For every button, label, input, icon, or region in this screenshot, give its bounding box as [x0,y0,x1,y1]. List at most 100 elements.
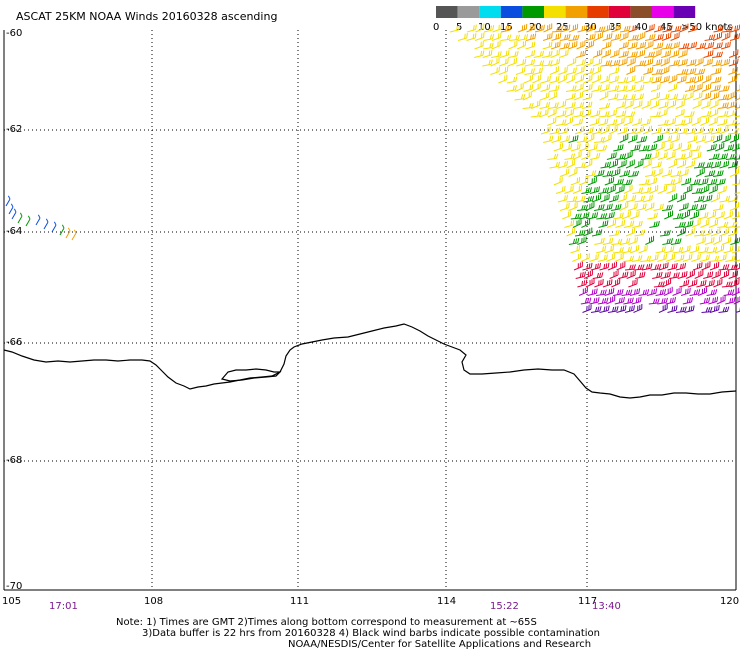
wind-barb [636,136,648,143]
wind-barb [717,118,728,126]
wind-barb [508,40,518,50]
wind-barb [583,227,593,237]
wind-barb [626,270,636,279]
wind-barb [574,229,586,237]
wind-barb [647,177,658,186]
wind-barb [684,91,694,101]
wind-barb [594,169,605,177]
wind-barb [626,66,636,75]
wind-barb [650,92,661,101]
wind-barb [599,83,610,92]
wind-barb [670,170,682,177]
wind-barb [638,289,650,296]
wind-barb [683,111,695,118]
wind-barb [566,74,576,84]
wind-barb [676,227,687,237]
wind-barb [712,51,724,58]
wind-barb [599,305,610,313]
wind-barb [642,159,652,169]
wind-barb [515,66,526,75]
wind-barb [578,286,588,296]
wind-barb [717,221,729,228]
wind-barb [559,135,571,143]
wind-barb [516,58,527,67]
wind-barb [601,41,612,50]
wind-barb [560,33,571,41]
wind-barb [625,159,635,169]
wind-barb [559,168,570,177]
wind-barb [606,219,617,228]
wind-barb [614,296,625,305]
wind-barb [507,57,518,67]
wind-barb [568,34,580,41]
wind-barb [672,176,682,186]
wind-barb [628,278,638,288]
wind-barb [607,306,619,313]
wind-barb [623,184,633,194]
wind-barb [709,261,720,271]
wind-barb [710,228,721,237]
wind-barb [660,271,671,279]
wind-barb [717,110,729,118]
wind-barb [628,24,639,33]
wind-barb [591,193,602,203]
wind-barb [712,32,723,41]
wind-barb [720,58,731,67]
wind-barb [723,144,735,152]
wind-barb [704,170,716,177]
wind-barb [715,211,725,220]
wind-barb [727,160,739,169]
wind-barb [615,110,627,118]
wind-barb [602,170,614,177]
wind-barb [576,50,587,58]
wind-barb [608,93,619,101]
wind-barb [602,279,613,288]
wind-barb [593,32,603,41]
wind-barb [711,270,721,279]
wind-barb [608,159,619,169]
wind-barb [730,237,740,245]
legend-swatch [565,6,588,18]
wind-barb [651,76,662,84]
pass-time-label: 15:22 [490,601,519,612]
wind-barb [706,246,718,254]
wind-barb [640,186,652,194]
wind-barb [666,185,676,194]
wind-barb [672,142,682,152]
wind-barb [708,219,719,228]
wind-barb [726,91,736,101]
legend-label: 0 [433,22,439,33]
wind-barb [711,59,723,67]
wind-barb [708,153,720,160]
wind-barb [601,49,611,58]
wind-barb [716,295,726,305]
wind-barb [721,281,733,288]
wind-barb [590,109,601,118]
wind-barb [579,143,589,152]
wind-barb [619,237,631,245]
wind-barb [734,191,740,194]
wind-barb [582,83,593,92]
wind-barb [634,229,646,237]
wind-barb [678,202,689,211]
wind-barb [617,77,629,84]
wind-barb [685,228,695,237]
wind-barb [562,210,572,220]
wind-barb [674,119,686,126]
wind-barb [549,66,559,75]
legend-swatch [500,6,523,18]
wind-barb [658,303,668,313]
wind-barb [695,42,707,50]
wind-barb [623,220,635,228]
wind-barb [638,244,648,254]
wind-barb [674,221,686,228]
wind-barb [466,33,477,41]
wind-barb [732,211,740,220]
wind-barb [676,193,686,203]
wind-barb [614,253,624,262]
wind-barb [698,178,709,186]
wind-barb [516,40,526,50]
wind-barb [713,278,723,288]
wind-barb [589,186,600,194]
wind-barb [729,49,739,58]
